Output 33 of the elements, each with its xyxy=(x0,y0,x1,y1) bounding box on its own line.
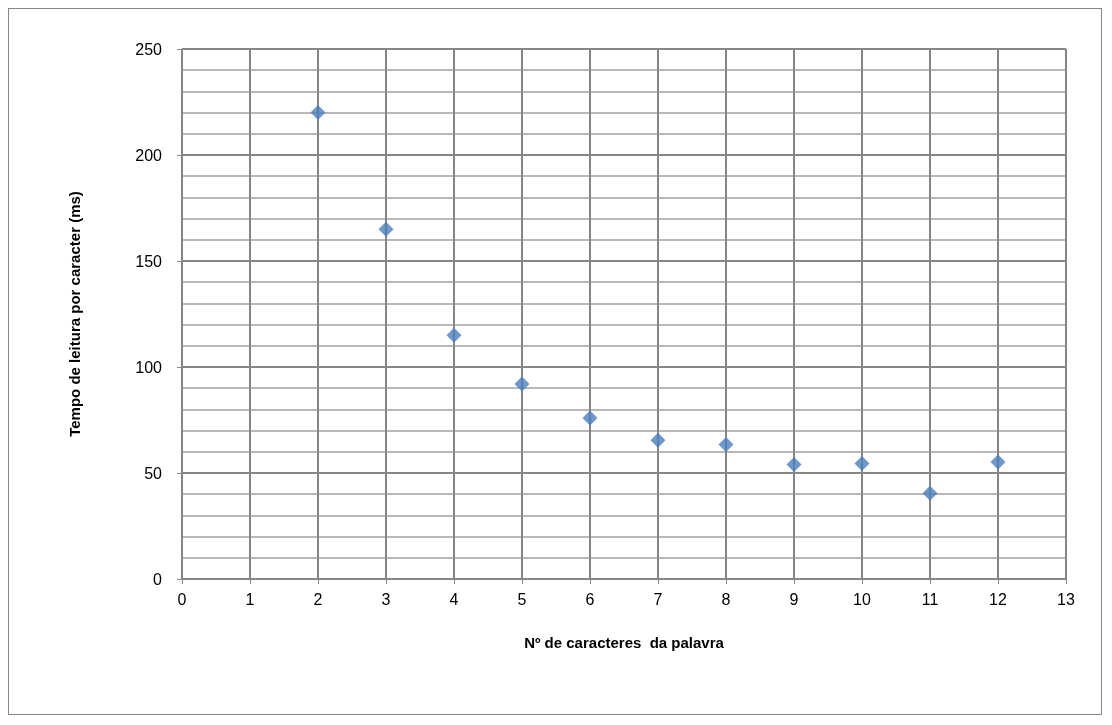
x-tick-label: 12 xyxy=(989,590,1007,608)
y-tick-label: 200 xyxy=(135,146,163,164)
x-tick-label: 11 xyxy=(921,590,939,608)
point xyxy=(310,105,326,121)
x-tick-label: 6 xyxy=(585,590,595,608)
point xyxy=(718,437,734,453)
x-tick-label: 2 xyxy=(313,590,323,608)
y-tick-label: 150 xyxy=(135,252,163,270)
point xyxy=(514,376,530,392)
x-tick-label: 9 xyxy=(789,590,799,608)
y-tick-label: 250 xyxy=(135,40,163,58)
point xyxy=(650,432,666,448)
y-tick-label: 100 xyxy=(135,358,163,376)
x-tick-label: 13 xyxy=(1057,590,1075,608)
point xyxy=(378,221,394,237)
point xyxy=(786,457,802,473)
y-tick-label: 50 xyxy=(144,464,163,482)
x-axis-title: Nº de caracteres da palavra xyxy=(524,634,725,651)
x-tick-label: 8 xyxy=(721,590,731,608)
point xyxy=(582,410,598,426)
x-tick-label: 3 xyxy=(381,590,391,608)
x-tick-label: 5 xyxy=(517,590,527,608)
point xyxy=(446,327,462,343)
y-axis-title: Tempo de leitura por caracter (ms) xyxy=(66,191,83,437)
point xyxy=(990,454,1006,470)
x-tick-label: 7 xyxy=(653,590,663,608)
point xyxy=(854,455,870,471)
y-tick-label: 0 xyxy=(153,570,163,588)
point xyxy=(922,485,938,501)
x-tick-label: 10 xyxy=(853,590,871,608)
x-tick-label: 1 xyxy=(245,590,255,608)
x-tick-label: 0 xyxy=(177,590,187,608)
x-tick-label: 4 xyxy=(449,590,459,608)
